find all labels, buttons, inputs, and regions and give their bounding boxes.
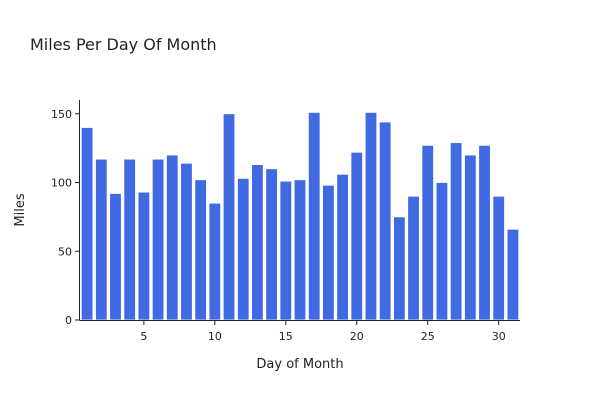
y-axis-ticks: 0 50 100 150: [51, 108, 80, 327]
bar-day-6: [151, 158, 165, 321]
bar-day-12: [237, 177, 250, 321]
bar-day-3: [109, 193, 122, 321]
bar-day-30: [492, 195, 505, 321]
bar-day-31: [506, 228, 520, 321]
bar-day-10: [208, 202, 222, 321]
bar-day-7: [166, 154, 179, 321]
bar-day-19: [336, 173, 349, 321]
bar-day-25: [421, 144, 434, 321]
x-tick-label: 15: [279, 330, 293, 343]
bars-group: [80, 111, 520, 321]
bar-day-16: [293, 179, 307, 321]
bar-day-13: [251, 164, 264, 321]
x-tick-label: 25: [421, 330, 435, 343]
x-tick-label: 30: [492, 330, 506, 343]
bar-day-26: [435, 182, 449, 321]
bar-day-27: [449, 142, 463, 321]
bar-day-9: [194, 179, 207, 321]
x-tick-label: 20: [350, 330, 364, 343]
bar-day-15: [279, 180, 293, 321]
bar-day-14: [265, 168, 278, 321]
bar-day-29: [478, 144, 491, 321]
bar-day-17: [307, 111, 321, 321]
bar-day-24: [407, 195, 420, 321]
bar-day-23: [393, 216, 406, 321]
bar-day-22: [378, 121, 392, 321]
x-axis-ticks: 5 10 15 20 25 30: [140, 320, 506, 343]
bar-day-18: [322, 184, 335, 321]
x-tick-label: 5: [140, 330, 147, 343]
x-axis-label: Day of Month: [256, 357, 343, 372]
chart-title: Miles Per Day Of Month: [30, 35, 217, 54]
bar-day-20: [350, 151, 363, 321]
bar-day-28: [464, 154, 477, 321]
bar-day-2: [95, 158, 108, 321]
bar-day-11: [222, 113, 236, 321]
bar-day-21: [364, 111, 378, 321]
y-tick-label: 50: [58, 245, 72, 258]
y-tick-label: 100: [51, 177, 72, 190]
y-tick-label: 150: [51, 108, 72, 121]
y-tick-label: 0: [65, 314, 72, 327]
bar-day-8: [180, 162, 193, 321]
bar-day-4: [123, 158, 136, 321]
bar-day-1: [80, 127, 94, 321]
bar-day-5: [137, 191, 151, 321]
x-tick-label: 10: [208, 330, 222, 343]
y-axis-label: Miles: [13, 193, 28, 226]
